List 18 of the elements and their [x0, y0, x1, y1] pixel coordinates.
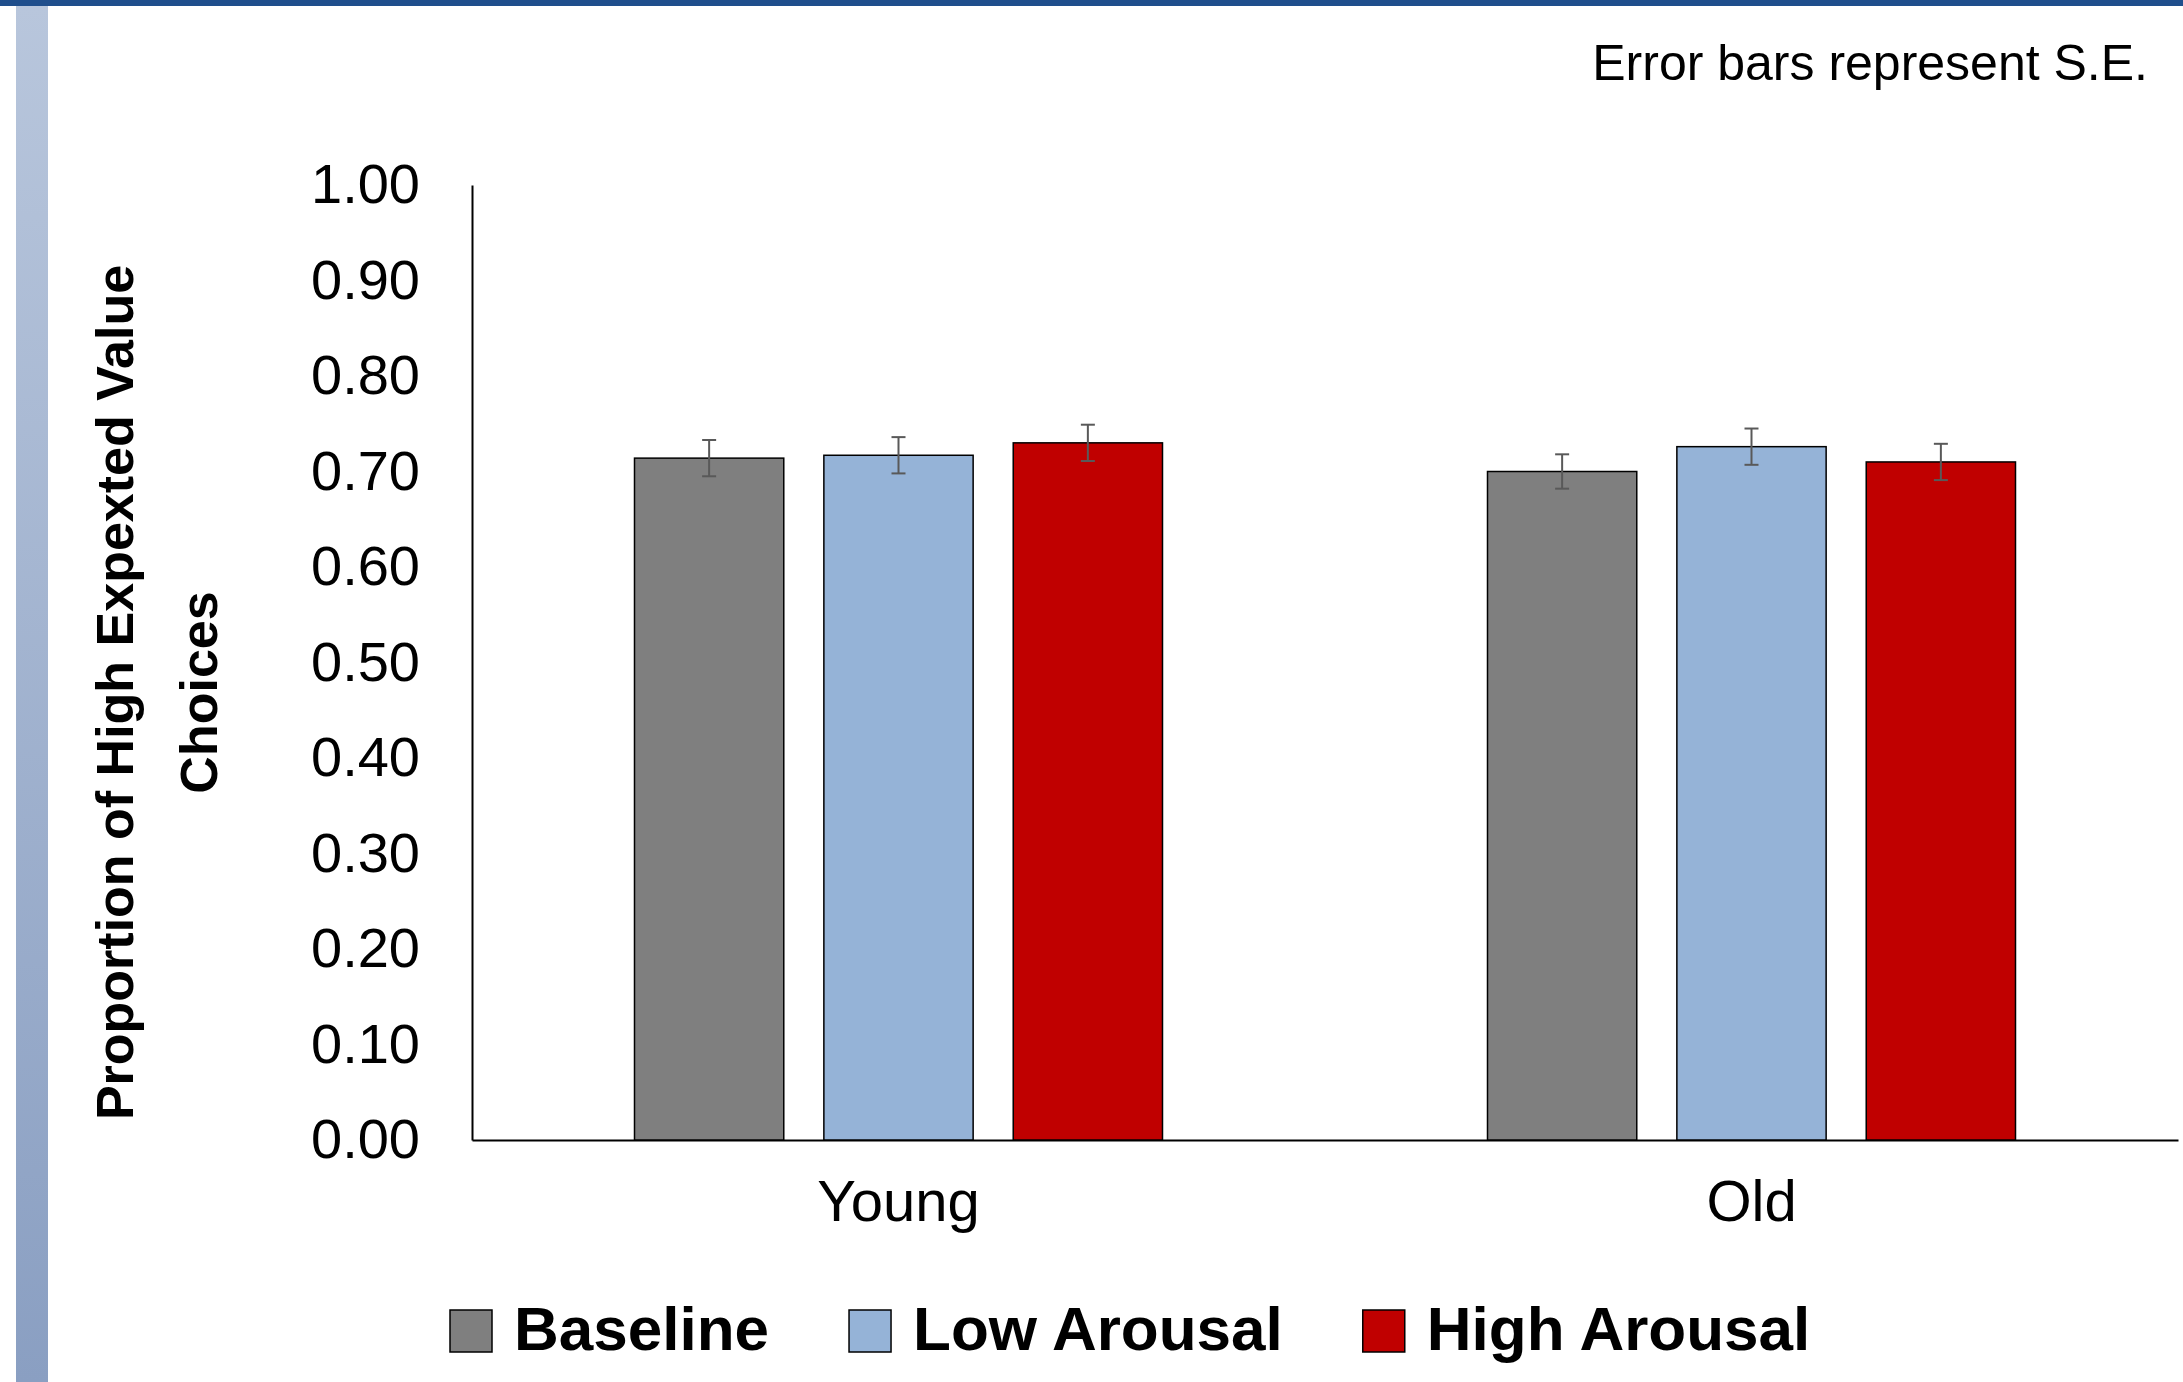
- legend-label: Baseline: [514, 1294, 770, 1363]
- y-tick-label: 1.00: [311, 152, 420, 216]
- y-tick-label: 0.10: [311, 1011, 420, 1075]
- y-tick-label: 0.20: [311, 916, 420, 980]
- legend-label: High Arousal: [1426, 1294, 1811, 1363]
- y-tick-label: 0.30: [311, 820, 420, 884]
- y-tick-label: 0.40: [311, 725, 420, 789]
- legend-label: Low Arousal: [913, 1294, 1283, 1363]
- text: Error bars represent S.E.: [1592, 35, 2148, 91]
- y-tick-label: 0.50: [311, 629, 420, 693]
- y-tick-label: 0.00: [311, 1107, 420, 1171]
- y-tick-label: 0.60: [311, 534, 420, 598]
- x-tick-label: Young: [817, 1168, 980, 1234]
- y-tick-label: 0.70: [311, 438, 420, 502]
- y-axis-title: Proportion of High Expexted Value Choices: [86, 264, 228, 1121]
- x-tick-label: Old: [1706, 1168, 1797, 1234]
- y-tick-label: 0.80: [311, 343, 420, 407]
- y-tick-label: 0.90: [311, 247, 420, 311]
